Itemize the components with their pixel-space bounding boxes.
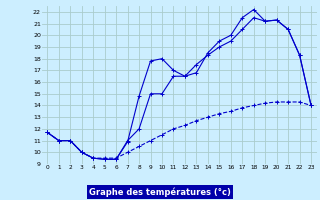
Text: Graphe des températures (°c): Graphe des températures (°c) bbox=[89, 187, 231, 197]
